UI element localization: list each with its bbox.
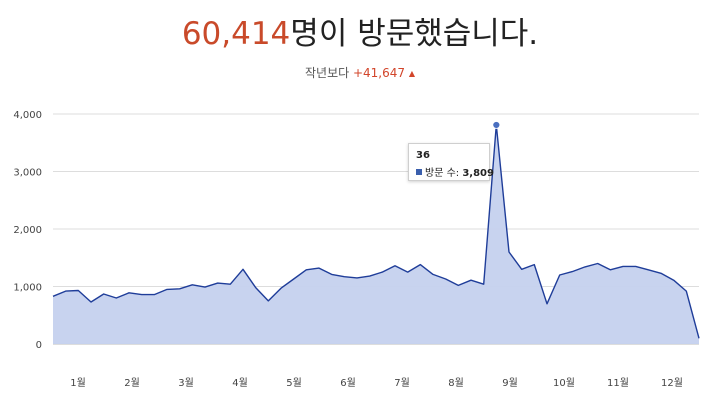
x-tick-label: 6월 — [340, 377, 356, 389]
year-comparison: 작년보다 +41,647 ▲ — [0, 64, 720, 81]
visits-line — [52, 124, 700, 339]
y-tick-label: 4,000 — [13, 110, 42, 121]
chart-tooltip: 36 방문 수: 3,809 — [408, 143, 494, 181]
visitor-headline-suffix: 명이 방문했습니다. — [290, 16, 539, 52]
x-tick-label: 9월 — [502, 377, 518, 389]
year-comparison-delta: +41,647 — [352, 66, 406, 80]
x-tick-label: 3월 — [178, 377, 194, 389]
tooltip-value: 3,809 — [462, 168, 494, 179]
x-tick-label: 4월 — [232, 377, 248, 389]
visitor-headline: 60,414명이 방문했습니다. — [0, 8, 720, 53]
y-tick-label: 2,000 — [13, 225, 42, 236]
y-axis-ticks: 0 1,000 2,000 3,000 4,000 — [13, 110, 42, 351]
series-swatch-icon — [416, 169, 422, 175]
tooltip-title: 36 — [416, 150, 430, 161]
visitor-count: 60,414 — [181, 16, 291, 52]
x-tick-label: 10월 — [553, 377, 575, 389]
visits-area — [53, 125, 699, 344]
x-tick-label: 1월 — [70, 377, 86, 389]
x-axis-months: 1월 2월 3월 4월 5월 6월 7월 8월 9월 10월 11월 12월 — [70, 377, 683, 389]
tooltip-series-label: 방문 수: — [425, 168, 460, 179]
y-tick-label: 3,000 — [13, 168, 42, 179]
up-triangle-icon: ▲ — [408, 69, 415, 78]
tooltip-row: 방문 수: 3,809 — [416, 164, 494, 179]
x-tick-label: 2월 — [124, 377, 140, 389]
y-tick-label: 1,000 — [13, 283, 42, 294]
x-tick-label: 12월 — [661, 377, 683, 389]
x-tick-label: 11월 — [607, 377, 629, 389]
x-tick-label: 8월 — [448, 377, 464, 389]
y-tick-label: 0 — [36, 340, 42, 351]
peak-point-marker[interactable] — [492, 121, 501, 129]
x-tick-label: 7월 — [394, 377, 410, 389]
x-tick-label: 5월 — [286, 377, 302, 389]
year-comparison-label: 작년보다 — [304, 66, 353, 80]
